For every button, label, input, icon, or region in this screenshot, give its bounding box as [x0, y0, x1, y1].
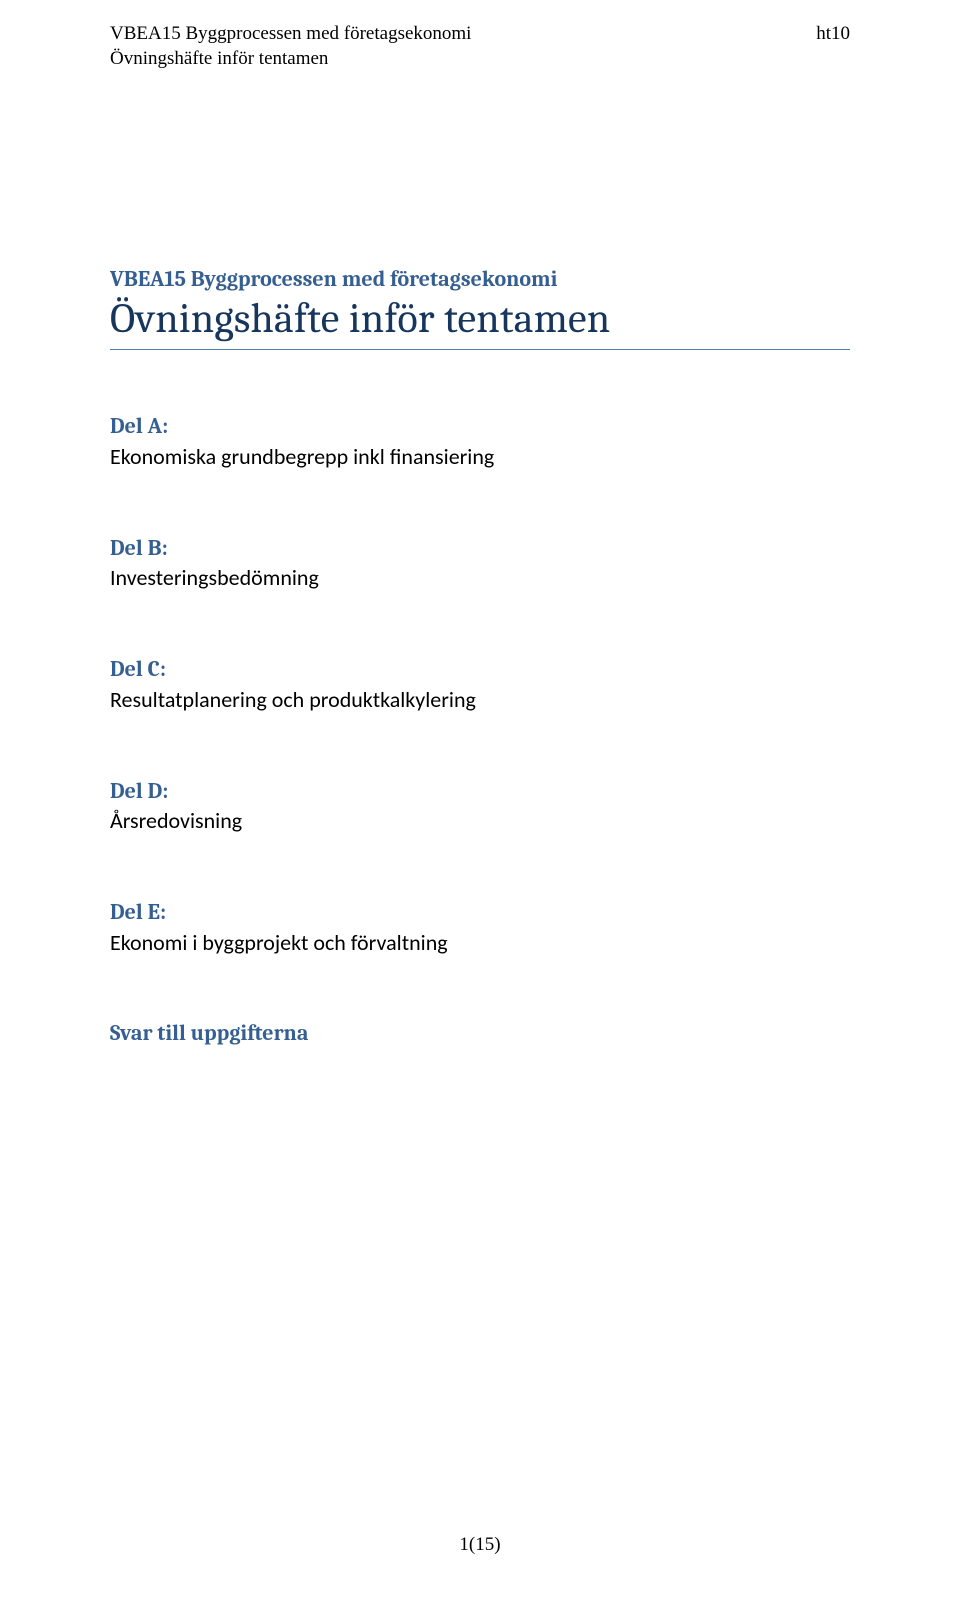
header-left: VBEA15 Byggprocessen med företagsekonomi… [110, 22, 471, 71]
section-d: Del D: Årsredovisning [110, 777, 850, 836]
page-header: VBEA15 Byggprocessen med företagsekonomi… [110, 0, 850, 71]
section-body: Ekonomi i byggprojekt och förvaltning [110, 928, 850, 958]
header-line2: Övningshäfte inför tentamen [110, 47, 471, 72]
section-label: Del A: [110, 412, 850, 442]
section-label: Del E: [110, 898, 850, 928]
section-b: Del B: Investeringsbedömning [110, 534, 850, 593]
section-label: Del D: [110, 777, 850, 807]
section-label: Del C: [110, 655, 850, 685]
section-label: Del B: [110, 534, 850, 564]
section-body: Resultatplanering och produktkalkylering [110, 685, 850, 715]
section-e: Del E: Ekonomi i byggprojekt och förvalt… [110, 898, 850, 957]
section-c: Del C: Resultatplanering och produktkalk… [110, 655, 850, 714]
header-line1: VBEA15 Byggprocessen med företagsekonomi [110, 22, 471, 47]
main-title: Övningshäfte inför tentamen [110, 294, 850, 350]
section-body: Ekonomiska grundbegrepp inkl finansierin… [110, 442, 850, 472]
course-title: VBEA15 Byggprocessen med företagsekonomi [110, 266, 850, 292]
page-number: 1(15) [0, 1534, 960, 1556]
section-a: Del A: Ekonomiska grundbegrepp inkl fina… [110, 412, 850, 471]
section-body: Investeringsbedömning [110, 563, 850, 593]
section-answers: Svar till uppgifterna [110, 1019, 850, 1049]
header-right: ht10 [816, 22, 850, 71]
section-body: Årsredovisning [110, 806, 850, 836]
section-label: Svar till uppgifterna [110, 1019, 850, 1049]
